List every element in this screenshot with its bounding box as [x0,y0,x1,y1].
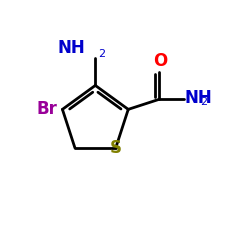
Text: Br: Br [36,100,58,118]
Text: NH: NH [185,89,212,107]
Text: NH: NH [58,39,86,57]
Text: S: S [110,139,122,157]
Text: O: O [153,52,167,70]
Text: 2: 2 [200,98,207,108]
Text: 2: 2 [98,50,105,59]
